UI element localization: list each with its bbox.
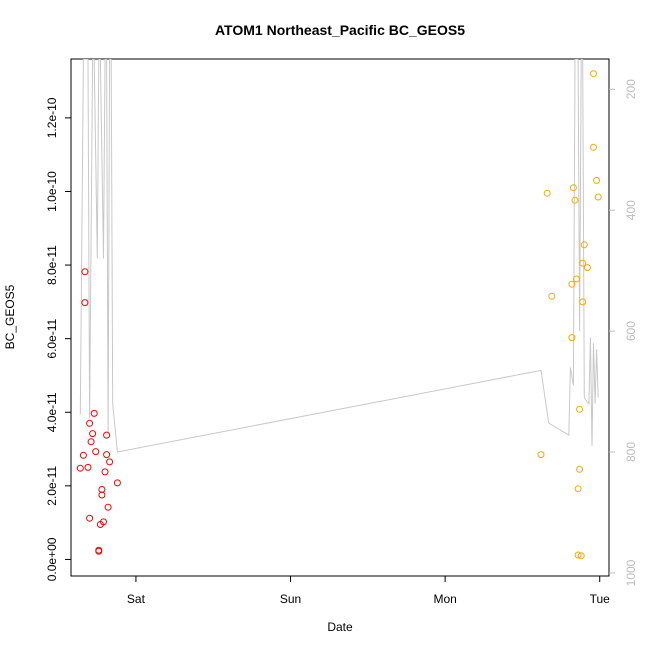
y2-tick-label: 800 — [624, 442, 638, 462]
data-point-series-1 — [79, 451, 87, 459]
data-point-series-1 — [86, 419, 94, 427]
y-tick-label: 2.0e-11 — [45, 466, 59, 506]
y-tick-label: 8.0e-11 — [45, 245, 59, 285]
data-point-series-2 — [569, 184, 577, 192]
data-point-series-1 — [98, 486, 106, 493]
data-point-series-1 — [90, 409, 98, 417]
data-point-series-1 — [84, 463, 92, 471]
x-tick-label: Sat — [127, 592, 146, 606]
data-point-series-2 — [543, 189, 551, 197]
data-point-series-2 — [571, 196, 579, 204]
x-tick-label: Mon — [433, 592, 456, 606]
data-point-series-2 — [579, 259, 587, 267]
data-point-series-2 — [574, 485, 582, 493]
y2-tick-label: 1000 — [624, 559, 638, 586]
data-point-series-2 — [577, 552, 585, 560]
data-point-series-2 — [594, 193, 602, 201]
data-point-series-1 — [106, 458, 114, 466]
x-tick-label: Tue — [590, 592, 611, 606]
plot-frame — [70, 58, 610, 577]
data-point-series-1 — [100, 518, 107, 526]
y-axis-label: BC_GEOS5 — [3, 284, 17, 349]
x-tick-label: Sun — [280, 592, 301, 606]
data-point-series-1 — [76, 464, 84, 472]
data-point-series-1 — [81, 299, 89, 307]
data-point-series-1 — [104, 503, 112, 511]
data-point-series-2 — [593, 176, 601, 184]
data-point-series-2 — [574, 551, 582, 559]
x-axis-label: Date — [327, 620, 353, 634]
data-point-series-2 — [590, 143, 597, 151]
data-point-series-2 — [579, 298, 587, 306]
x-axis: Sat Sun Mon Tue — [127, 576, 610, 606]
data-point-series-2 — [548, 292, 556, 300]
data-point-series-2 — [590, 70, 597, 78]
pressure-line — [79, 59, 599, 453]
chart-title: ATOM1 Northeast_Pacific BC_GEOS5 — [215, 22, 465, 38]
data-point-series-1 — [95, 546, 103, 554]
y-tick-label: 4.0e-11 — [45, 392, 59, 432]
data-point-series-2 — [573, 275, 580, 283]
y-tick-label: 1.0e-10 — [45, 171, 59, 212]
data-point-series-2 — [537, 451, 545, 459]
data-point-series-2 — [580, 241, 588, 249]
data-point-series-2 — [576, 465, 584, 473]
data-point-series-1 — [101, 468, 109, 476]
data-point-series-2 — [568, 334, 576, 342]
y2-tick-label: 400 — [624, 200, 638, 220]
data-point-series-1 — [103, 451, 111, 459]
y-tick-label: 1.2e-10 — [45, 97, 59, 138]
data-point-series-1 — [92, 448, 100, 456]
pressure-line-layer — [79, 59, 599, 453]
y2-tick-label: 200 — [624, 79, 638, 99]
data-point-series-1 — [89, 430, 97, 438]
data-point-series-1 — [103, 431, 111, 439]
data-point-series-1 — [81, 268, 89, 276]
data-points-layer — [76, 70, 602, 560]
data-point-series-2 — [568, 280, 576, 288]
data-point-series-1 — [113, 479, 121, 487]
y-tick-label: 6.0e-11 — [45, 318, 59, 358]
data-point-series-1 — [87, 438, 95, 446]
y-axis-right: 200 400 600 800 1000 — [609, 79, 638, 586]
y-axis-left: 0.0e+00 2.0e-11 4.0e-11 6.0e-11 8.0e-11 1.0e-… — [45, 97, 71, 581]
data-point-series-2 — [583, 264, 591, 272]
y-tick-label: 0.0e+00 — [45, 537, 59, 581]
data-point-series-1 — [86, 514, 94, 522]
y2-tick-label: 600 — [624, 321, 638, 341]
data-point-series-2 — [576, 405, 584, 413]
